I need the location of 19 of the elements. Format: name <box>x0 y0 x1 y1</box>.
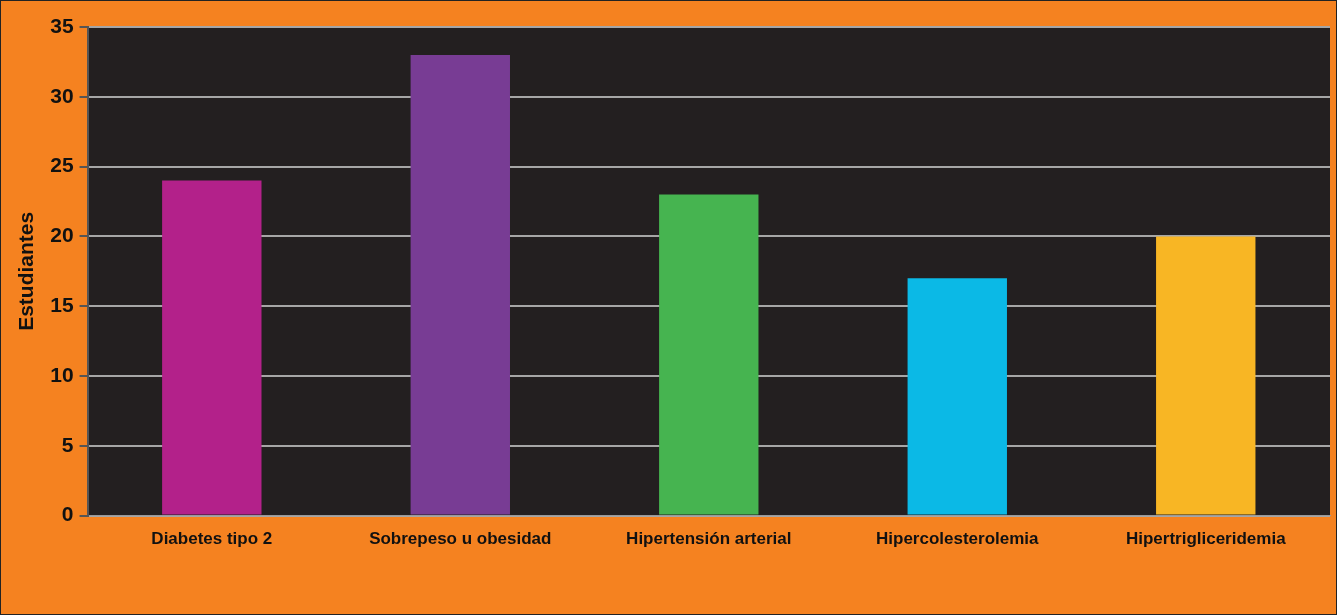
y-axis-title: Estudiantes <box>14 211 38 331</box>
y-tick-label: 25 <box>50 153 74 177</box>
x-tick-label: Hipercolesterolemia <box>876 529 1040 549</box>
bar <box>162 180 262 515</box>
bar <box>1156 236 1256 515</box>
x-tick-label: Hipertrigliceridemia <box>1125 529 1287 549</box>
y-tick-label: 20 <box>50 223 74 247</box>
y-tick-label: 35 <box>50 13 74 37</box>
y-tick-label: 15 <box>50 293 74 316</box>
x-tick-label: Diabetes tipo 2 <box>151 529 273 549</box>
x-tick-label: Sobrepeso u obesidad <box>369 529 552 549</box>
y-tick-label: 5 <box>61 432 74 456</box>
bar <box>907 278 1007 515</box>
x-tick-label: Hipertensión arterial <box>626 529 792 549</box>
y-tick-label: 30 <box>50 83 74 107</box>
bar <box>659 194 759 515</box>
bar <box>410 54 510 515</box>
y-tick-label: 10 <box>50 362 74 386</box>
y-tick-label: 0 <box>61 502 74 526</box>
